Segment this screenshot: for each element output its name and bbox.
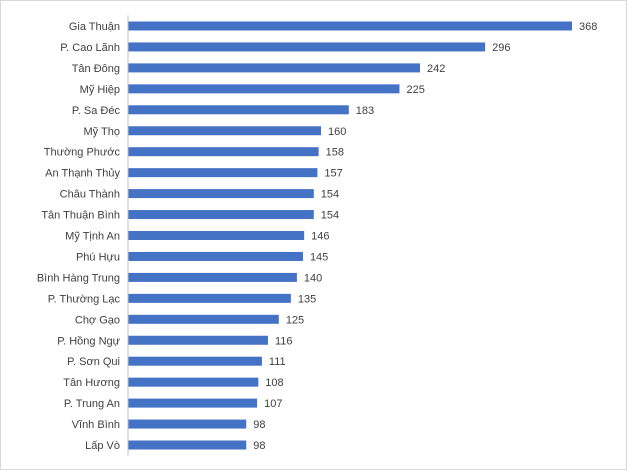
bar (128, 189, 314, 199)
category-label: Tân Hương (63, 377, 120, 389)
value-label: 140 (304, 272, 322, 284)
bar (128, 42, 486, 52)
category-label: P. Hồng Ngự (57, 335, 120, 347)
bar (128, 314, 279, 324)
bar (128, 126, 322, 136)
category-label: Châu Thành (60, 189, 120, 201)
bar (128, 419, 247, 429)
bar (128, 210, 314, 220)
bar (128, 231, 305, 240)
bar (128, 147, 319, 157)
bar (128, 356, 262, 366)
category-label: An Thạnh Thủy (45, 168, 120, 180)
value-label: 116 (275, 335, 293, 347)
value-label: 135 (298, 293, 316, 305)
category-labels-layer: Gia Thuận P. Cao Lãnh Tân Đông Mỹ Hiệp P. Sa… (37, 21, 121, 452)
bar (128, 84, 400, 94)
category-label: P. Thường Lạc (48, 293, 121, 305)
category-label: Mỹ Thọ (84, 126, 120, 138)
value-label: 154 (321, 189, 339, 201)
category-label: Thường Phước (44, 147, 121, 159)
value-label: 125 (286, 314, 304, 326)
bar (128, 251, 303, 261)
category-label: Gia Thuận (69, 21, 120, 33)
bar (128, 63, 420, 73)
value-label: 98 (253, 440, 265, 452)
value-label: 145 (310, 251, 328, 263)
category-label: Phú Hựu (76, 251, 120, 263)
bar (128, 293, 291, 303)
category-label: P. Sơn Qui (67, 356, 120, 368)
value-label: 242 (427, 63, 445, 75)
category-label: Lấp Vò (85, 440, 120, 452)
category-label: P. Sa Đéc (72, 105, 121, 117)
bar (128, 272, 297, 282)
bars-layer (128, 21, 572, 450)
value-label: 154 (321, 210, 339, 222)
bar (128, 21, 572, 31)
category-label: Mỹ Tịnh An (65, 231, 120, 243)
bar (128, 335, 268, 345)
bar (128, 377, 259, 387)
value-label: 225 (406, 84, 424, 96)
category-label: P. Cao Lãnh (60, 42, 120, 54)
value-label: 111 (269, 356, 286, 368)
value-label: 158 (326, 147, 344, 159)
value-label: 368 (579, 21, 597, 33)
bar (128, 440, 247, 450)
category-label: Mỹ Hiệp (80, 84, 120, 96)
value-label: 157 (324, 168, 342, 180)
category-label: Vĩnh Bình (72, 419, 120, 431)
category-label: P. Trung An (64, 398, 120, 410)
bar (128, 168, 318, 178)
bar (128, 398, 258, 408)
category-label: Tân Thuận Bình (41, 210, 120, 222)
value-label: 107 (264, 398, 282, 410)
category-label: Chợ Gạo (75, 314, 120, 326)
bar (128, 105, 349, 115)
category-label: Bình Hàng Trung (37, 272, 120, 284)
value-label: 296 (492, 42, 510, 54)
value-label: 146 (311, 231, 329, 243)
category-label: Tân Đông (72, 63, 120, 75)
value-label: 98 (253, 419, 265, 431)
value-label: 183 (356, 105, 374, 117)
value-label: 108 (265, 377, 283, 389)
value-label: 160 (328, 126, 346, 138)
